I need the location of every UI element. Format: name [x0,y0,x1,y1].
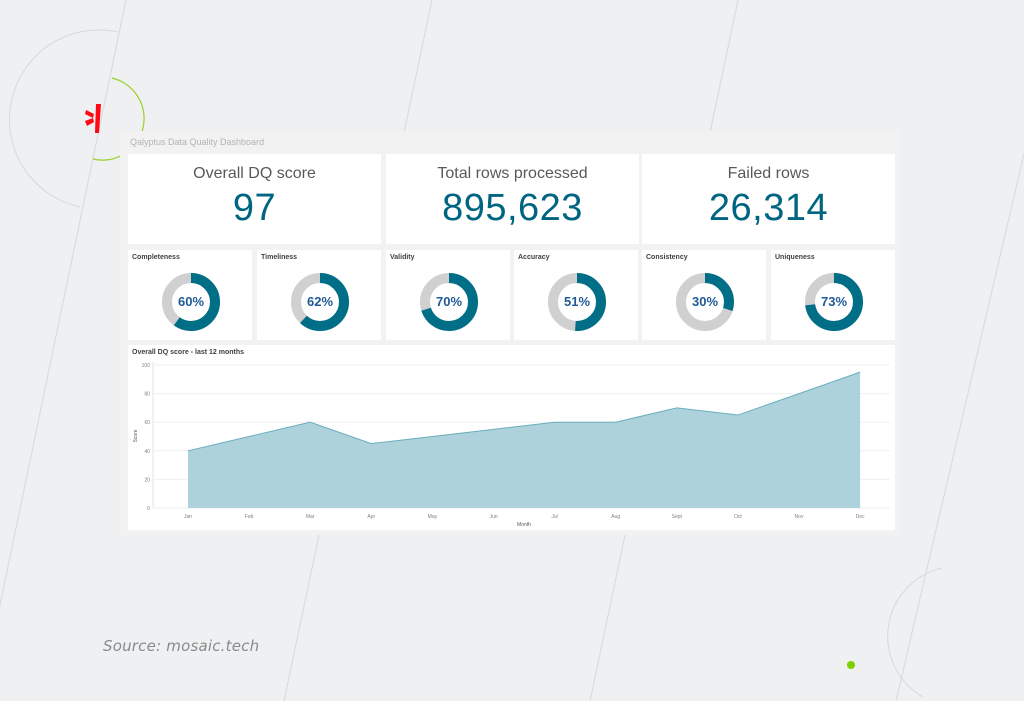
svg-text:Dec: Dec [856,514,865,520]
svg-text:0: 0 [147,506,150,512]
gauge-value: 70% [435,294,463,309]
dashboard-panel: Qalyptus Data Quality Dashboard Overall … [120,131,900,535]
gauge-value: 30% [691,294,719,309]
svg-text:Jul: Jul [551,514,557,520]
svg-text:Apr: Apr [367,514,375,520]
svg-text:Score: Score [133,429,139,442]
area-chart: 0 20 40 60 80 100 Jan Feb Mar Apr May Jun Jul Aug Sept… [133,362,890,528]
chart-title: Overall DQ score - last 12 months [132,349,245,356]
svg-text:60: 60 [144,420,150,426]
donut-chart-icon [291,273,349,331]
kpi-overall-dq-score: Overall DQ score 97 [128,154,381,244]
donut-chart-icon [548,273,606,331]
kpi-label: Overall DQ score [193,165,316,182]
gauge-value: 51% [563,294,591,309]
kpi-label: Failed rows [727,165,810,182]
gauge-value: 62% [306,294,334,309]
donut-chart-icon [676,273,734,331]
gauge-label: Consistency [646,254,688,261]
gauge-uniqueness: Uniqueness 73% [771,250,895,340]
kpi-value: 26,314 [708,187,829,229]
svg-text:Mar: Mar [306,514,315,520]
gauge-accuracy: Accuracy 51% [514,250,638,340]
donut-chart-icon [420,273,478,331]
gauge-label: Timeliness [261,254,298,261]
dq-score-trend-chart: Overall DQ score - last 12 months 0 20 40 6… [128,345,895,530]
gauge-timeliness: Timeliness 62% [257,250,381,340]
kpi-total-rows-processed: Total rows processed 895,623 [386,154,639,244]
svg-text:Sept: Sept [672,514,683,520]
gauge-value: 73% [820,294,848,309]
kpi-failed-rows: Failed rows 26,314 [642,154,895,244]
gauge-label: Completeness [132,254,180,261]
svg-text:Nov: Nov [795,514,804,520]
svg-text:Oct: Oct [734,514,742,520]
kpi-value: 895,623 [442,187,583,229]
svg-text:80: 80 [144,392,150,398]
gauge-label: Validity [390,254,415,261]
gauge-value: 60% [177,294,205,309]
gauge-validity: Validity 70% [386,250,510,340]
gauge-label: Uniqueness [775,254,815,261]
svg-text:100: 100 [142,363,151,369]
svg-text:Month: Month [517,522,531,528]
svg-text:40: 40 [144,449,150,455]
svg-text:Feb: Feb [245,514,254,520]
svg-text:Jun: Jun [489,514,497,520]
logo-icon [85,104,101,133]
donut-chart-icon [805,273,863,331]
kpi-value: 97 [232,187,277,229]
dashboard-title: Qalyptus Data Quality Dashboard [130,137,265,147]
svg-text:20: 20 [144,477,150,483]
donut-chart-icon [162,273,220,331]
kpi-label: Total rows processed [437,165,588,182]
gauge-label: Accuracy [518,254,550,261]
svg-text:Jan: Jan [184,514,192,520]
svg-text:May: May [428,514,438,520]
svg-text:Aug: Aug [611,514,620,520]
gauge-consistency: Consistency 30% [642,250,766,340]
gauge-completeness: Completeness 60% [128,250,252,340]
source-caption: Source: mosaic.tech [103,637,260,655]
